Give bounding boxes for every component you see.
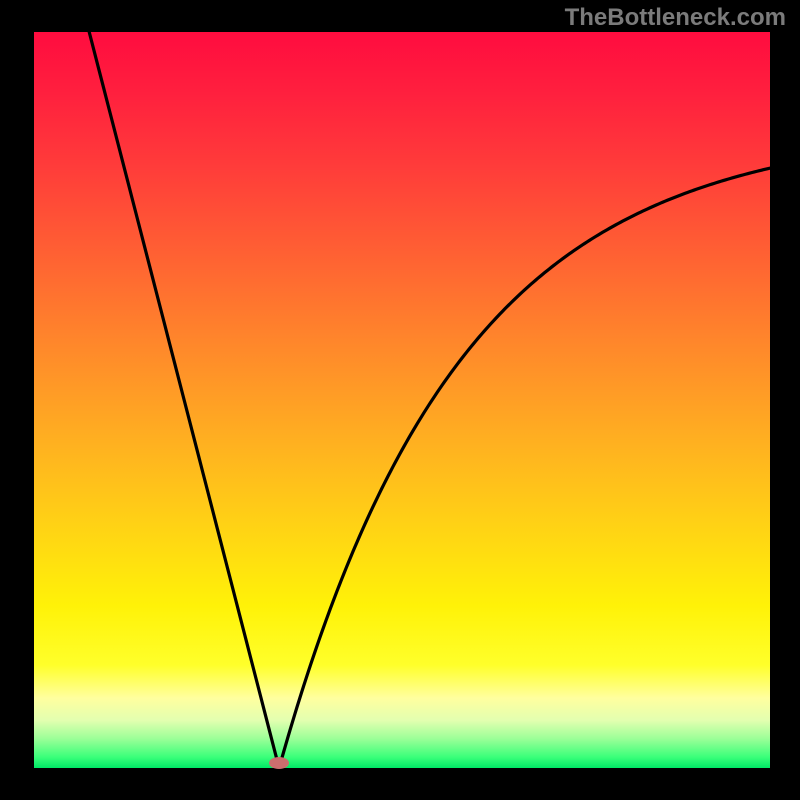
gradient-background [34,32,770,768]
chart-container: TheBottleneck.com [0,0,800,800]
watermark-text: TheBottleneck.com [565,4,786,32]
plot-area [34,32,770,768]
optimum-marker [269,757,289,769]
chart-svg [34,32,770,768]
